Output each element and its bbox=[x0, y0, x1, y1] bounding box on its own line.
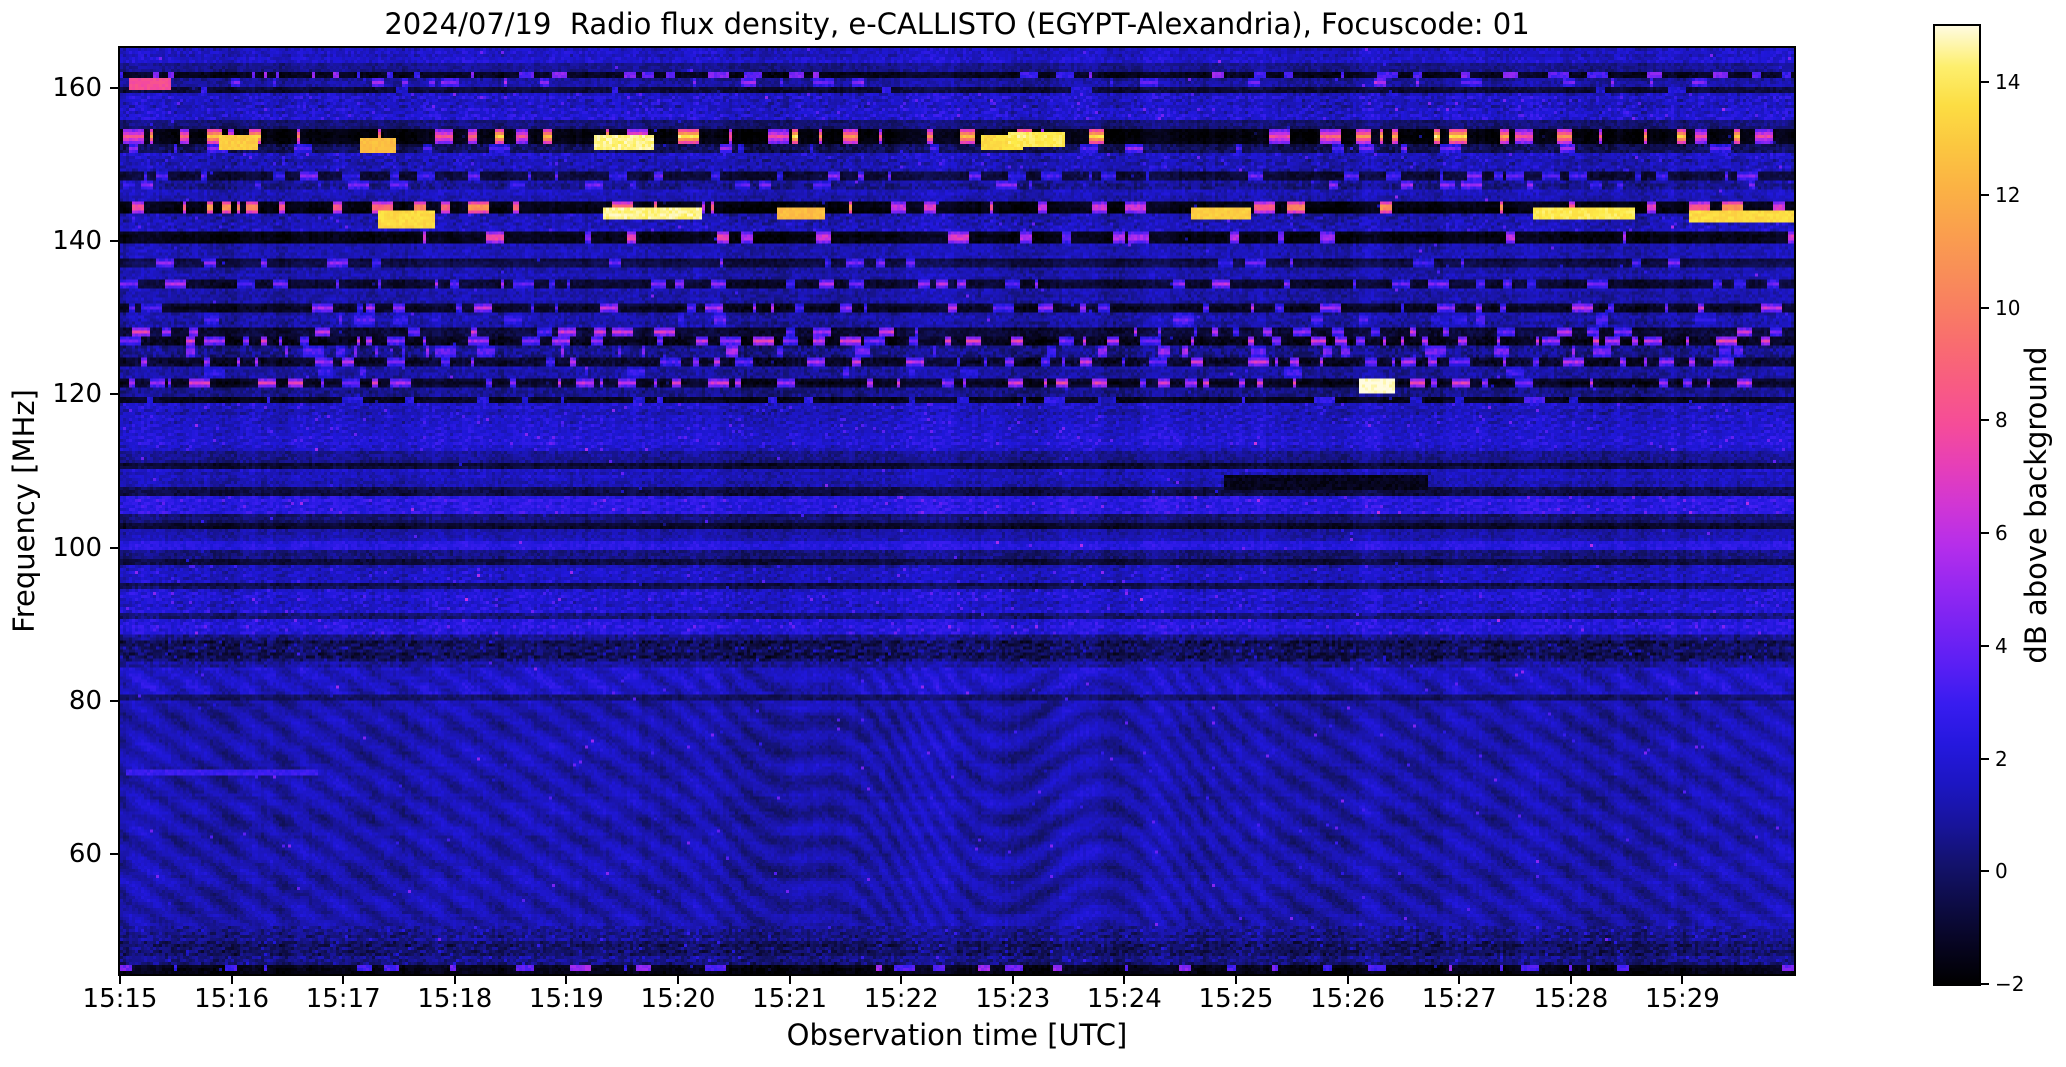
colorbar-tick-mark bbox=[1981, 870, 1989, 873]
x-tick-label: 15:23 bbox=[975, 984, 1051, 1014]
x-tick-mark bbox=[1458, 976, 1461, 984]
colorbar-tick-mark bbox=[1981, 757, 1989, 760]
colorbar-tick-label: 2 bbox=[1995, 746, 2008, 771]
x-tick-mark bbox=[230, 976, 233, 984]
x-tick-mark bbox=[565, 976, 568, 984]
colorbar-tick-mark bbox=[1981, 306, 1989, 309]
y-tick-label: 120 bbox=[52, 379, 102, 410]
y-tick-mark bbox=[110, 86, 118, 89]
y-tick-label: 160 bbox=[52, 72, 102, 103]
x-tick-mark bbox=[1346, 976, 1349, 984]
y-tick-mark bbox=[110, 393, 118, 396]
x-tick-label: 15:17 bbox=[305, 984, 381, 1014]
spectrogram-canvas bbox=[120, 48, 1794, 974]
colorbar bbox=[1933, 24, 1981, 986]
colorbar-tick-label: 8 bbox=[1995, 408, 2008, 433]
x-tick-label: 15:16 bbox=[194, 984, 270, 1014]
x-tick-mark bbox=[677, 976, 679, 984]
x-tick-label: 15:27 bbox=[1421, 984, 1497, 1014]
x-tick-mark bbox=[119, 976, 121, 984]
x-tick-mark bbox=[900, 976, 903, 984]
colorbar-tick-mark bbox=[1981, 194, 1989, 197]
y-tick-label: 100 bbox=[52, 532, 102, 563]
x-tick-mark bbox=[1569, 976, 1572, 984]
colorbar-tick-mark bbox=[1981, 419, 1989, 422]
y-tick-mark bbox=[110, 240, 118, 243]
y-tick-mark bbox=[110, 853, 118, 856]
x-tick-mark bbox=[788, 976, 791, 984]
x-tick-label: 15:24 bbox=[1086, 984, 1162, 1014]
colorbar-tick-mark bbox=[1981, 644, 1989, 647]
colorbar-tick-mark bbox=[1981, 532, 1989, 535]
x-tick-label: 15:29 bbox=[1644, 984, 1720, 1014]
x-tick-label: 15:19 bbox=[528, 984, 604, 1014]
x-tick-label: 15:22 bbox=[863, 984, 939, 1014]
y-axis-label: Frequency [MHz] bbox=[7, 389, 41, 633]
colorbar-tick-mark bbox=[1981, 81, 1989, 84]
plot-area bbox=[118, 46, 1796, 976]
colorbar-tick-label: 4 bbox=[1995, 633, 2008, 658]
colorbar-tick-label: −2 bbox=[1995, 972, 2025, 996]
colorbar-tick-mark bbox=[1981, 983, 1989, 985]
colorbar-tick-label: 6 bbox=[1995, 521, 2008, 546]
x-axis-label: Observation time [UTC] bbox=[786, 1018, 1128, 1052]
x-tick-label: 15:26 bbox=[1310, 984, 1386, 1014]
x-tick-label: 15:28 bbox=[1533, 984, 1609, 1014]
colorbar-label: dB above background bbox=[2019, 346, 2053, 664]
chart-title: 2024/07/19 Radio flux density, e-CALLIST… bbox=[384, 7, 1530, 41]
y-tick-label: 80 bbox=[68, 686, 102, 717]
x-tick-mark bbox=[1011, 976, 1014, 984]
colorbar-tick-label: 14 bbox=[1995, 70, 2021, 95]
colorbar-tick-label: 10 bbox=[1995, 295, 2021, 320]
x-tick-label: 15:20 bbox=[640, 984, 716, 1014]
x-tick-label: 15:18 bbox=[417, 984, 493, 1014]
y-tick-mark bbox=[110, 546, 118, 549]
colorbar-tick-label: 0 bbox=[1995, 859, 2008, 884]
y-tick-label: 60 bbox=[68, 839, 102, 870]
x-tick-mark bbox=[1123, 976, 1126, 984]
x-tick-label: 15:15 bbox=[82, 984, 158, 1014]
x-tick-label: 15:25 bbox=[1198, 984, 1274, 1014]
x-tick-mark bbox=[342, 976, 345, 984]
y-tick-mark bbox=[110, 700, 118, 703]
x-tick-mark bbox=[453, 976, 456, 984]
x-tick-label: 15:21 bbox=[752, 984, 828, 1014]
x-tick-mark bbox=[1235, 976, 1237, 984]
y-tick-label: 140 bbox=[52, 226, 102, 257]
x-tick-mark bbox=[1681, 976, 1684, 984]
colorbar-tick-label: 12 bbox=[1995, 183, 2021, 208]
